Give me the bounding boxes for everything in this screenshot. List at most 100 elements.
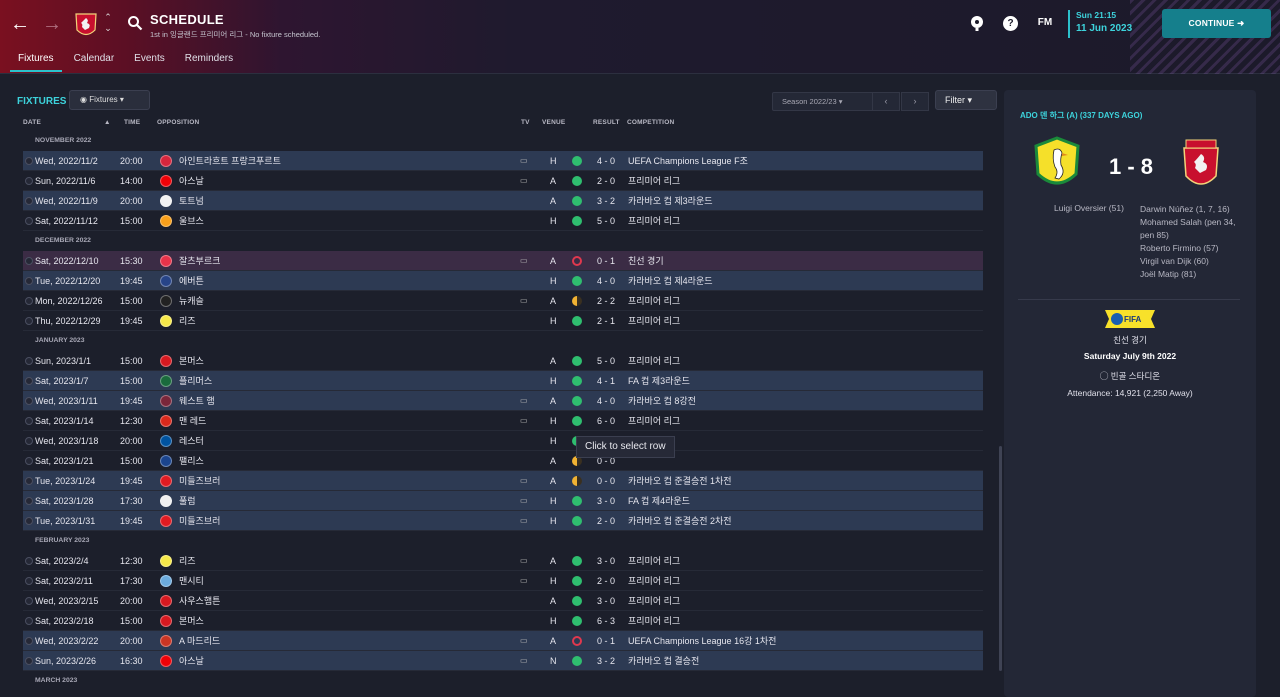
competition[interactable]: 카라바오 컵 제3라운드 (628, 196, 713, 206)
sort-arrow-icon[interactable]: ▲ (104, 119, 111, 126)
opponent-name[interactable]: 뉴캐슬 (179, 296, 204, 306)
fixture-row[interactable]: Sun, 2022/11/6 14:00 아스날 ▭ A 2 - 0 프리미어 리그 (23, 171, 983, 191)
competition[interactable]: 카라바오 컵 8강전 (628, 396, 696, 406)
competition[interactable]: 프리미어 리그 (628, 596, 681, 606)
opponent-name[interactable]: 아인트라흐트 프랑크푸르트 (179, 156, 281, 166)
col-venue[interactable]: VENUE (542, 119, 566, 126)
opponent-name[interactable]: 리즈 (179, 316, 196, 326)
back-arrow-icon[interactable]: ← (10, 13, 30, 35)
tab-fixtures[interactable]: Fixtures (10, 50, 62, 72)
competition[interactable]: 프리미어 리그 (628, 176, 681, 186)
previous-season-button[interactable]: ‹ (872, 92, 900, 111)
opponent-name[interactable]: 본머스 (179, 356, 204, 366)
row-select-checkbox[interactable] (25, 617, 33, 625)
tab-reminders[interactable]: Reminders (184, 53, 234, 64)
competition[interactable]: UEFA Champions League 16강 1차전 (628, 636, 777, 646)
fixture-row[interactable]: Sat, 2023/1/7 15:00 플리머스 H 4 - 1 FA 컵 제3라운드 (23, 371, 983, 391)
season-selector[interactable]: Season 2022/23 ▾ (772, 92, 880, 111)
opponent-name[interactable]: 에버튼 (179, 276, 204, 286)
col-competition[interactable]: COMPETITION (627, 119, 675, 126)
fixture-row[interactable]: Tue, 2022/12/20 19:45 에버튼 H 4 - 0 카라바오 컵 제4라운… (23, 271, 983, 291)
fixture-row[interactable]: Sat, 2022/12/10 15:30 잘츠부르크 ▭ A 0 - 1 친선 경기 (23, 251, 983, 271)
competition[interactable]: 친선 경기 (628, 256, 664, 266)
fixture-row[interactable]: Sun, 2023/2/26 16:30 아스날 ▭ N 3 - 2 카라바오 컵 결승전 (23, 651, 983, 671)
competition[interactable]: 프리미어 리그 (628, 316, 681, 326)
opponent-name[interactable]: 미들즈브러 (179, 476, 221, 486)
tab-events[interactable]: Events (134, 53, 165, 64)
opponent-name[interactable]: 풀럼 (179, 496, 196, 506)
col-time[interactable]: TIME (124, 119, 141, 126)
opponent-name[interactable]: 아스날 (179, 656, 204, 666)
football-icon[interactable] (968, 14, 986, 32)
fixture-row[interactable]: Tue, 2023/1/31 19:45 미들즈브러 ▭ H 2 - 0 카라바오 컵 준결… (23, 511, 983, 531)
game-date-time[interactable]: Sun 21:15 11 Jun 2023 (1068, 10, 1132, 38)
opponent-name[interactable]: 리즈 (179, 556, 196, 566)
opponent-name[interactable]: 잘츠부르크 (179, 256, 221, 266)
next-season-button[interactable]: › (901, 92, 929, 111)
opponent-name[interactable]: 레스터 (179, 436, 204, 446)
competition[interactable]: 카라바오 컵 준결승전 1차전 (628, 476, 732, 486)
fixture-row[interactable]: Sat, 2023/1/28 17:30 풀럼 ▭ H 3 - 0 FA 컵 제4라운드 (23, 491, 983, 511)
liverpool-crest-icon[interactable] (1176, 136, 1226, 194)
row-select-checkbox[interactable] (25, 597, 33, 605)
club-switch-chevrons-icon[interactable]: ⌃ ⌄ (104, 12, 112, 33)
competition[interactable]: 프리미어 리그 (628, 356, 681, 366)
row-select-checkbox[interactable] (25, 437, 33, 445)
row-select-checkbox[interactable] (25, 297, 33, 305)
fixture-row[interactable]: Sun, 2023/1/1 15:00 본머스 A 5 - 0 프리미어 리그 (23, 351, 983, 371)
col-tv[interactable]: TV (521, 119, 530, 126)
liverpool-crest-icon[interactable] (73, 10, 99, 40)
competition[interactable]: 프리미어 리그 (628, 616, 681, 626)
competition[interactable]: 프리미어 리그 (628, 216, 681, 226)
scrollbar[interactable] (999, 446, 1002, 671)
col-result[interactable]: RESULT (593, 119, 620, 126)
fixture-row[interactable]: Sat, 2023/1/21 15:00 팰리스 A 0 - 0 (23, 451, 983, 471)
fixture-row[interactable]: Sat, 2023/2/11 17:30 맨시티 ▭ H 2 - 0 프리미어 리그 (23, 571, 983, 591)
fixture-row[interactable]: Tue, 2023/1/24 19:45 미들즈브러 ▭ A 0 - 0 카라바오 컵 준결… (23, 471, 983, 491)
fixture-row[interactable]: Thu, 2022/12/29 19:45 리즈 H 2 - 1 프리미어 리그 (23, 311, 983, 331)
competition[interactable]: FA 컵 제4라운드 (628, 496, 690, 506)
row-select-checkbox[interactable] (25, 377, 33, 385)
view-selector[interactable]: ◉ Fixtures ▾ (69, 90, 150, 110)
row-select-checkbox[interactable] (25, 517, 33, 525)
row-select-checkbox[interactable] (25, 577, 33, 585)
row-select-checkbox[interactable] (25, 637, 33, 645)
row-select-checkbox[interactable] (25, 277, 33, 285)
row-select-checkbox[interactable] (25, 257, 33, 265)
competition[interactable]: 프리미어 리그 (628, 556, 681, 566)
fixture-row[interactable]: Sat, 2023/1/14 12:30 맨 레드 ▭ H 6 - 0 프리미어 리그 (23, 411, 983, 431)
opponent-name[interactable]: 사우스햄튼 (179, 596, 221, 606)
opponent-name[interactable]: 맨 레드 (179, 416, 207, 426)
fixture-row[interactable]: Wed, 2022/11/9 20:00 토트넘 A 3 - 2 카라바오 컵 제3라운드 (23, 191, 983, 211)
row-select-checkbox[interactable] (25, 557, 33, 565)
opponent-name[interactable]: 팰리스 (179, 456, 204, 466)
competition[interactable]: 카라바오 컵 결승전 (628, 656, 700, 666)
tab-calendar[interactable]: Calendar (73, 53, 115, 64)
competition[interactable]: 프리미어 리그 (628, 416, 681, 426)
opponent-name[interactable]: 미들즈브러 (179, 516, 221, 526)
opponent-name[interactable]: 울브스 (179, 216, 204, 226)
row-select-checkbox[interactable] (25, 497, 33, 505)
row-select-checkbox[interactable] (25, 317, 33, 325)
competition[interactable]: 프리미어 리그 (628, 576, 681, 586)
forward-arrow-icon[interactable]: → (42, 13, 62, 35)
opponent-name[interactable]: 웨스트 햄 (179, 396, 215, 406)
search-icon[interactable] (127, 15, 143, 31)
competition[interactable]: FA 컵 제3라운드 (628, 376, 690, 386)
fixture-row[interactable]: Sat, 2023/2/4 12:30 리즈 ▭ A 3 - 0 프리미어 리그 (23, 551, 983, 571)
match-header[interactable]: ADO 덴 하그 (A) (337 DAYS AGO) (1020, 111, 1143, 120)
fixture-row[interactable]: Mon, 2022/12/26 15:00 뉴캐슬 ▭ A 2 - 2 프리미어 리그 (23, 291, 983, 311)
fixture-row[interactable]: Wed, 2023/1/11 19:45 웨스트 햄 ▭ A 4 - 0 카라바오 컵 8강… (23, 391, 983, 411)
row-select-checkbox[interactable] (25, 197, 33, 205)
col-opposition[interactable]: OPPOSITION (157, 119, 200, 126)
fixture-row[interactable]: Wed, 2023/2/22 20:00 A 마드리드 ▭ A 0 - 1 UEFA Cha… (23, 631, 983, 651)
row-select-checkbox[interactable] (25, 357, 33, 365)
filter-button[interactable]: Filter ▾ (935, 90, 997, 110)
row-select-checkbox[interactable] (25, 657, 33, 665)
row-select-checkbox[interactable] (25, 177, 33, 185)
opponent-name[interactable]: 플리머스 (179, 376, 213, 386)
fixture-row[interactable]: Sat, 2022/11/12 15:00 울브스 H 5 - 0 프리미어 리그 (23, 211, 983, 231)
continue-button[interactable]: CONTINUE ➜ (1162, 9, 1271, 38)
fm-menu-icon[interactable]: FM (1037, 17, 1053, 28)
row-select-checkbox[interactable] (25, 477, 33, 485)
